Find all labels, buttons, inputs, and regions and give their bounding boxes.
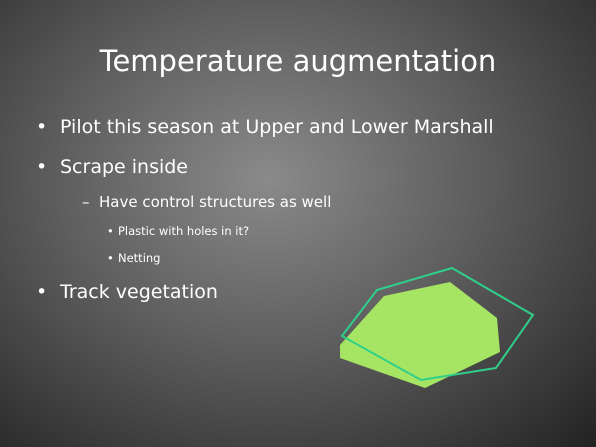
sub-sub-bullet: Netting [107,251,160,265]
bullet: Pilot this season at Upper and Lower Mar… [38,116,494,138]
slide-title: Temperature augmentation [0,44,596,78]
bullet: Track vegetation [38,281,218,303]
bullet-text: Scrape inside [60,156,188,178]
page: Temperature augmentation Pilot this seas… [0,0,596,447]
sub-sub-bullet: Plastic with holes in it? [107,224,249,238]
bullet-text: Track vegetation [60,281,218,303]
bullet: Scrape inside [38,156,188,178]
bullet-text: Have control structures as well [99,193,331,211]
sub-bullet: Have control structures as well [82,193,331,211]
bullet-text: Pilot this season at Upper and Lower Mar… [60,116,494,138]
bullet-text: Netting [118,251,160,265]
slide: Temperature augmentation Pilot this seas… [0,0,596,447]
bullet-text: Plastic with holes in it? [118,224,249,238]
